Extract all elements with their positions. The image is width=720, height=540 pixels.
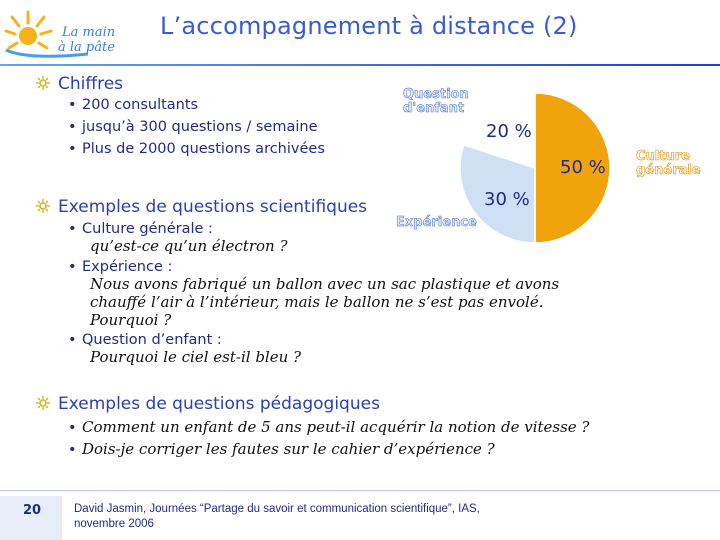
pie-slice-question-enfant — [462, 92, 536, 170]
title-bar: La main à la pâte L’accompagnement à dis… — [0, 0, 720, 62]
example-question-line: Pourquoi ? — [90, 311, 172, 329]
list-item: • Plus de 2000 questions archivées — [68, 141, 325, 157]
list-item: • 200 consultants — [68, 97, 199, 113]
list-item-text: jusqu’à 300 questions / semaine — [82, 119, 318, 135]
list-item-label: Question d’enfant : — [82, 332, 222, 348]
sun-bullet-icon — [36, 199, 50, 213]
list-item: • Culture générale : — [68, 221, 213, 237]
pie-slice-experience — [459, 143, 536, 244]
label-line: générale — [636, 163, 701, 178]
list-item-text: Plus de 2000 questions archivées — [82, 141, 325, 157]
section-heading-text: Chiffres — [58, 74, 124, 94]
label-culture-generale: Culture générale — [636, 149, 701, 178]
list-item-label: Culture générale : — [82, 221, 213, 237]
pct-question-enfant: 20 % — [486, 121, 532, 142]
list-item: • Comment un enfant de 5 ans peut-il acqu… — [68, 418, 590, 436]
label-line: d'enfant — [403, 101, 465, 116]
pie-slice-culture-generale — [534, 92, 611, 244]
list-item-text: Comment un enfant de 5 ans peut-il acqué… — [82, 418, 590, 436]
pct-culture-generale: 50 % — [560, 157, 606, 178]
list-item-text: 200 consultants — [82, 97, 199, 113]
label-question-enfant: Question d'enfant — [403, 87, 469, 116]
list-item: • Expérience : — [68, 259, 173, 275]
footer-credit: David Jasmin, Journées “Partage du savoi… — [74, 503, 480, 530]
example-question-line: chauffé l’air à l’intérieur, mais le bal… — [90, 293, 544, 311]
list-item: • Question d’enfant : — [68, 332, 222, 348]
slide-title: L’accompagnement à distance (2) — [160, 12, 578, 40]
logo-text-line2: à la pâte — [58, 40, 115, 55]
list-item-label: Expérience : — [82, 259, 173, 275]
section-heading-text: Exemples de questions pédagogiques — [58, 394, 380, 414]
footer-divider — [0, 490, 720, 491]
label-experience: Expérience — [396, 215, 477, 230]
list-item: • jusqu’à 300 questions / semaine — [68, 119, 318, 135]
example-question: qu’est-ce qu’un électron ? — [90, 237, 288, 255]
logo-text-line1: La main — [61, 25, 115, 40]
example-question: Pourquoi le ciel est-il bleu ? — [90, 348, 302, 366]
pct-experience: 30 % — [484, 189, 530, 210]
list-item: • Dois-je corriger les fautes sur le cahi… — [68, 440, 495, 458]
list-item-text: Dois-je corriger les fautes sur le cahie… — [82, 440, 495, 458]
section-heading-text: Exemples de questions scientifiques — [58, 197, 368, 217]
label-line: Culture — [636, 149, 691, 164]
page-number-box — [0, 496, 62, 540]
label-line: Question — [403, 87, 469, 102]
page-number: 20 — [22, 503, 42, 518]
sun-bullet-icon — [36, 76, 50, 90]
section-pedagogiques-heading: Exemples de questions pédagogiques — [36, 394, 380, 414]
la-main-a-la-pate-logo: La main à la pâte — [4, 10, 115, 58]
section-chiffres-heading: Chiffres — [36, 74, 123, 94]
title-divider — [0, 64, 720, 66]
sun-bullet-icon — [36, 396, 50, 410]
example-question-line: Nous avons fabriqué un ballon avec un sa… — [90, 275, 560, 293]
pie-chart — [459, 92, 611, 244]
section-scientifiques-heading: Exemples de questions scientifiques — [36, 197, 367, 217]
